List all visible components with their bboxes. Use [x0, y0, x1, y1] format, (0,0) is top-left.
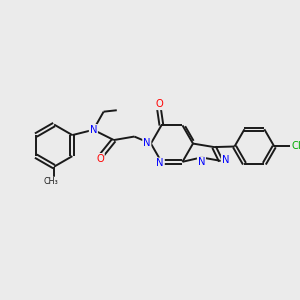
- Text: N: N: [143, 138, 151, 148]
- Text: CH₃: CH₃: [43, 177, 58, 186]
- Text: N: N: [157, 158, 164, 168]
- Text: O: O: [155, 99, 163, 109]
- Text: Cl: Cl: [292, 142, 300, 152]
- Text: N: N: [222, 155, 229, 165]
- Text: N: N: [90, 125, 97, 135]
- Text: O: O: [96, 154, 104, 164]
- Text: N: N: [198, 157, 205, 167]
